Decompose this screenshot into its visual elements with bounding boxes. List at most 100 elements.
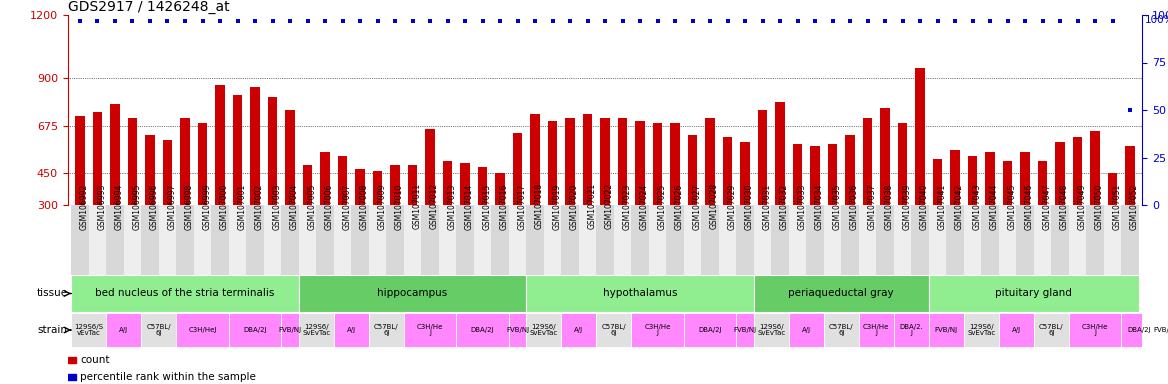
Text: GSM107051: GSM107051 xyxy=(1113,183,1121,230)
Bar xyxy=(299,313,334,347)
Bar xyxy=(369,205,387,275)
Bar xyxy=(92,112,103,268)
Text: C57BL/
6J: C57BL/ 6J xyxy=(1040,324,1064,336)
Point xyxy=(561,18,579,24)
Text: periaqueductal gray: periaqueductal gray xyxy=(788,288,894,298)
Bar xyxy=(579,205,597,275)
Bar xyxy=(110,104,120,268)
Text: GSM106997: GSM106997 xyxy=(167,183,176,230)
Bar xyxy=(509,313,527,347)
Text: 129S6/S
vEvTac: 129S6/S vEvTac xyxy=(75,324,103,336)
Text: GSM107050: GSM107050 xyxy=(1096,183,1104,230)
Point xyxy=(456,18,474,24)
Point xyxy=(631,18,649,24)
Bar xyxy=(562,205,579,275)
Bar xyxy=(613,205,631,275)
Bar xyxy=(478,167,487,268)
Point xyxy=(876,18,895,24)
Bar xyxy=(145,135,155,268)
Bar xyxy=(565,118,575,268)
Text: C3H/HeJ: C3H/HeJ xyxy=(188,327,217,333)
Point xyxy=(981,18,1000,24)
Text: C57BL/
6J: C57BL/ 6J xyxy=(374,324,398,336)
Text: GSM107052: GSM107052 xyxy=(1131,183,1139,230)
Point xyxy=(841,18,860,24)
Bar xyxy=(986,152,995,268)
Bar xyxy=(404,313,457,347)
Bar xyxy=(443,161,452,268)
Bar xyxy=(1034,313,1069,347)
Bar xyxy=(701,205,718,275)
Text: GSM107007: GSM107007 xyxy=(342,183,352,230)
Bar xyxy=(390,165,399,268)
Bar xyxy=(723,137,732,268)
Text: GSM106995: GSM106995 xyxy=(132,183,141,230)
Bar xyxy=(387,205,404,275)
Bar xyxy=(106,313,141,347)
Text: GSM107035: GSM107035 xyxy=(833,183,841,230)
Text: C3H/He
J: C3H/He J xyxy=(417,324,443,336)
Bar xyxy=(299,205,317,275)
Bar xyxy=(1051,205,1069,275)
Bar xyxy=(1069,205,1086,275)
Bar xyxy=(460,163,470,268)
Text: GSM107038: GSM107038 xyxy=(885,183,894,230)
Bar xyxy=(666,205,683,275)
Text: GSM107017: GSM107017 xyxy=(517,183,527,230)
Point xyxy=(280,18,299,24)
Text: GSM107003: GSM107003 xyxy=(272,183,281,230)
Text: GSM107022: GSM107022 xyxy=(605,183,614,230)
Bar xyxy=(1125,146,1135,268)
Point xyxy=(193,18,211,24)
Text: GSM107018: GSM107018 xyxy=(535,183,544,230)
Text: GSM106998: GSM106998 xyxy=(185,183,194,230)
Point xyxy=(508,18,527,24)
Point xyxy=(964,18,982,24)
Bar xyxy=(176,313,229,347)
Bar xyxy=(753,275,929,312)
Point xyxy=(158,18,176,24)
Bar xyxy=(299,275,527,312)
Bar xyxy=(232,95,242,268)
Bar xyxy=(776,101,785,268)
Bar xyxy=(457,313,509,347)
Text: GSM107039: GSM107039 xyxy=(903,183,911,230)
Bar xyxy=(841,205,858,275)
Text: GSM106994: GSM106994 xyxy=(114,183,124,230)
Point xyxy=(1086,18,1105,24)
Bar xyxy=(1072,137,1083,268)
Bar xyxy=(334,205,352,275)
Bar xyxy=(530,114,540,268)
Bar xyxy=(369,313,404,347)
Bar xyxy=(635,121,645,268)
Point xyxy=(473,18,492,24)
Bar xyxy=(753,205,771,275)
Bar xyxy=(736,313,753,347)
Bar xyxy=(352,205,369,275)
Bar xyxy=(404,205,422,275)
Point xyxy=(263,18,281,24)
Text: GDS2917 / 1426248_at: GDS2917 / 1426248_at xyxy=(68,0,229,14)
Bar xyxy=(968,156,978,268)
Text: GSM107001: GSM107001 xyxy=(237,183,246,230)
Text: C3H/He
J: C3H/He J xyxy=(645,324,670,336)
Bar xyxy=(653,122,662,268)
Bar xyxy=(683,313,736,347)
Text: A/J: A/J xyxy=(575,327,583,333)
Text: GSM107011: GSM107011 xyxy=(412,183,422,230)
Text: GSM107047: GSM107047 xyxy=(1043,183,1051,230)
Bar xyxy=(373,171,382,268)
Bar xyxy=(141,313,176,347)
Bar xyxy=(811,146,820,268)
Bar xyxy=(527,313,562,347)
Bar xyxy=(929,205,946,275)
Point xyxy=(596,18,614,24)
Text: GSM107014: GSM107014 xyxy=(465,183,474,230)
Bar xyxy=(894,205,911,275)
Bar xyxy=(264,205,281,275)
Bar xyxy=(648,205,666,275)
Bar xyxy=(1055,142,1065,268)
Text: GSM107000: GSM107000 xyxy=(220,183,229,230)
Bar xyxy=(999,313,1034,347)
Text: GSM107013: GSM107013 xyxy=(447,183,457,230)
